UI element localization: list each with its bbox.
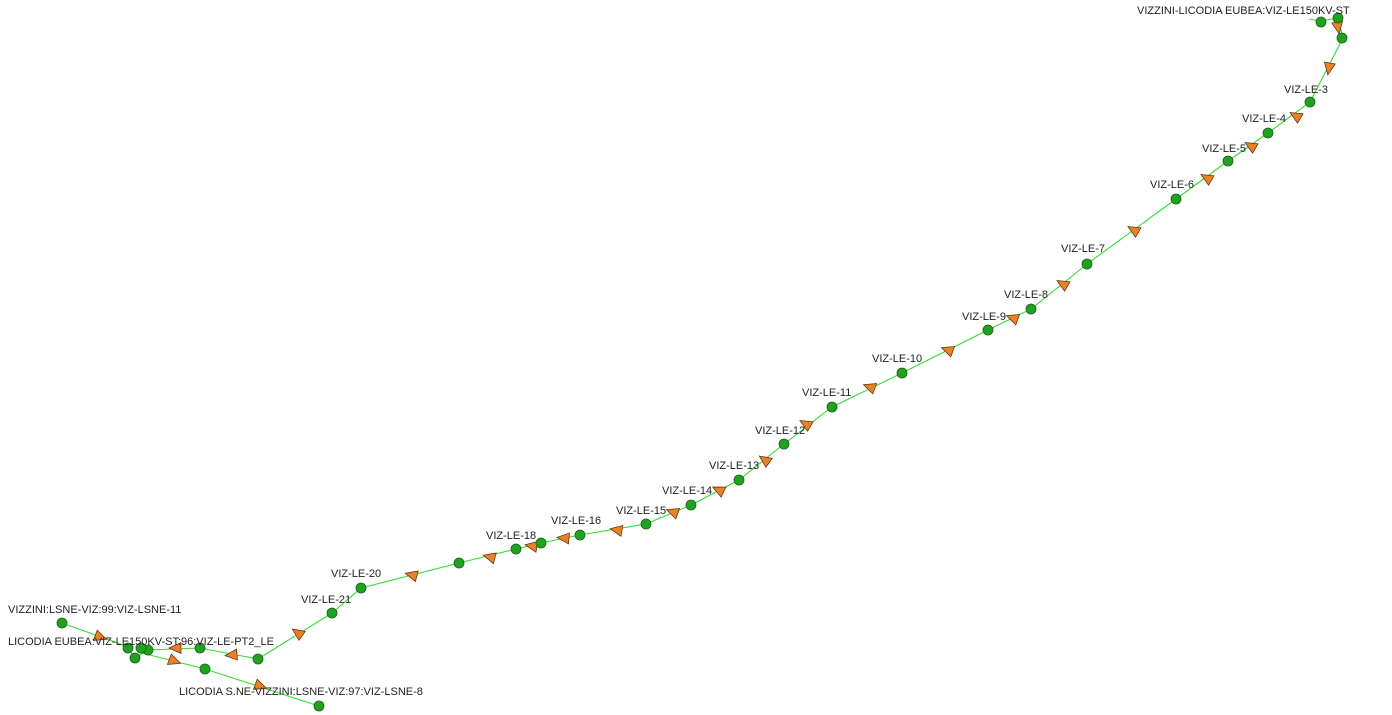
direction-arrow-18 <box>404 570 419 583</box>
label-viz-le-16: VIZ-LE-16 <box>551 515 601 527</box>
node-13[interactable] <box>733 474 745 486</box>
direction-arrow-8 <box>940 346 956 358</box>
label-viz-le150kv-st: VIZZINI-LICODIA EUBEA:VIZ-LE150KV-ST <box>1137 5 1350 17</box>
direction-arrow-9 <box>862 383 878 395</box>
label-viz-le-4: VIZ-LE-4 <box>1242 113 1286 125</box>
node-0[interactable] <box>1315 16 1327 28</box>
label-viz-le-12: VIZ-LE-12 <box>755 425 805 437</box>
node-16[interactable] <box>574 529 586 541</box>
direction-arrow-5 <box>1127 226 1142 238</box>
direction-arrow-14 <box>609 524 624 537</box>
node-27[interactable] <box>135 642 147 654</box>
node-5[interactable] <box>1222 155 1234 167</box>
arrow-layer <box>92 20 1344 690</box>
direction-arrow-12 <box>711 486 727 498</box>
node-22[interactable] <box>252 653 264 665</box>
node-10[interactable] <box>896 367 908 379</box>
direction-arrow-6 <box>1056 280 1071 292</box>
node-21[interactable] <box>326 607 338 619</box>
node-26[interactable] <box>122 642 134 654</box>
node-9[interactable] <box>982 324 994 336</box>
edge-layer <box>61 17 1344 707</box>
node-8[interactable] <box>1025 303 1037 315</box>
node-29[interactable] <box>199 663 211 675</box>
direction-arrow-23 <box>92 629 108 641</box>
label-viz-le-5: VIZ-LE-5 <box>1202 143 1246 155</box>
direction-arrow-19 <box>291 628 306 642</box>
direction-arrow-22 <box>166 653 182 665</box>
direction-arrow-0 <box>1323 61 1336 76</box>
label-viz-le-15: VIZ-LE-15 <box>616 505 666 517</box>
node-20[interactable] <box>355 582 367 594</box>
node-6[interactable] <box>1170 193 1182 205</box>
edge-main-line <box>127 17 1344 660</box>
direction-arrow-17 <box>482 552 497 565</box>
direction-arrow-10 <box>799 420 814 432</box>
direction-arrow-16 <box>524 540 539 553</box>
label-viz-le-13: VIZ-LE-13 <box>709 460 759 472</box>
direction-arrow-24 <box>252 678 268 690</box>
label-viz-lsne-11: VIZZINI:LSNE-VIZ:99:VIZ-LSNE-11 <box>8 604 181 616</box>
node-7[interactable] <box>1081 258 1093 270</box>
node-25[interactable] <box>129 652 141 664</box>
direction-arrow-13 <box>665 508 681 520</box>
label-viz-le-pt2-le: LICODIA EUBEA:VIZ-LE150KV-ST:96:VIZ-LE-P… <box>8 636 274 648</box>
node-30[interactable] <box>313 700 325 712</box>
node-4[interactable] <box>1262 127 1274 139</box>
node-12[interactable] <box>778 438 790 450</box>
node-layer <box>56 12 1348 712</box>
label-layer: VIZZINI-LICODIA EUBEA:VIZ-LE150KV-ST VIZ… <box>8 5 1350 698</box>
label-viz-lsne-8: LICODIA S.NE-VIZZINI:LSNE-VIZ:97:VIZ-LSN… <box>179 686 423 698</box>
node-17[interactable] <box>535 537 547 549</box>
label-viz-le-18: VIZ-LE-18 <box>486 530 536 542</box>
node-23[interactable] <box>194 642 206 654</box>
direction-arrow-15 <box>556 532 570 545</box>
direction-arrow-11 <box>758 455 773 469</box>
node-1[interactable] <box>1332 12 1344 24</box>
direction-arrow-3 <box>1244 142 1259 154</box>
direction-arrow-21 <box>168 641 182 655</box>
node-3[interactable] <box>1304 96 1316 108</box>
direction-arrow-20 <box>224 648 238 661</box>
node-28[interactable] <box>56 617 68 629</box>
label-viz-le-8: VIZ-LE-8 <box>1004 289 1048 301</box>
node-18[interactable] <box>510 543 522 555</box>
label-viz-le-21: VIZ-LE-21 <box>301 594 351 606</box>
direction-arrow-4 <box>1200 174 1215 186</box>
direction-arrow-2 <box>1289 112 1304 124</box>
node-11[interactable] <box>826 401 838 413</box>
node-15[interactable] <box>640 518 652 530</box>
node-2[interactable] <box>1336 32 1348 44</box>
node-14[interactable] <box>685 499 697 511</box>
label-viz-le-11: VIZ-LE-11 <box>802 387 851 399</box>
label-viz-le-6: VIZ-LE-6 <box>1150 179 1194 191</box>
label-viz-le-14: VIZ-LE-14 <box>662 485 712 497</box>
label-viz-le-10: VIZ-LE-10 <box>872 353 922 365</box>
label-viz-le-7: VIZ-LE-7 <box>1061 243 1105 255</box>
label-viz-le-20: VIZ-LE-20 <box>331 568 381 580</box>
label-viz-le-9: VIZ-LE-9 <box>962 311 1006 323</box>
node-19[interactable] <box>453 557 465 569</box>
direction-arrow-7 <box>1005 314 1021 326</box>
label-viz-le-3: VIZ-LE-3 <box>1284 84 1328 96</box>
